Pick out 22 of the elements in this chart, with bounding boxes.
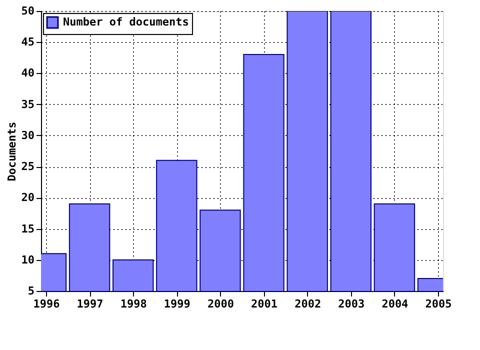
y-tick-label: 20 (21, 191, 34, 204)
y-tick-label: 35 (21, 98, 34, 111)
legend-label: Number of documents (63, 16, 189, 28)
x-tick-label: 2001 (251, 298, 278, 310)
y-tick-label: 30 (21, 128, 34, 142)
x-tick-label: 1998 (120, 298, 147, 310)
y-tick-label: 10 (21, 253, 34, 266)
y-tick-label: 15 (21, 222, 34, 236)
x-tick-label: 2005 (425, 298, 452, 310)
x-tick-label: 2002 (294, 298, 322, 310)
y-tick-label: 50 (21, 4, 34, 18)
x-tick-label: 1997 (76, 298, 104, 310)
x-tick-label: 1996 (33, 298, 60, 310)
y-tick-label: 5 (28, 284, 34, 298)
x-tick-label: 2004 (382, 298, 409, 310)
x-tick-label: 1999 (164, 298, 190, 310)
x-tick-label: 2000 (207, 298, 234, 310)
y-tick-label: 25 (21, 160, 34, 174)
y-tick-label: 40 (21, 66, 34, 80)
y-tick-label: 45 (21, 36, 34, 49)
x-tick-label: 2003 (338, 298, 365, 310)
y-axis-title: Documents (5, 122, 18, 182)
